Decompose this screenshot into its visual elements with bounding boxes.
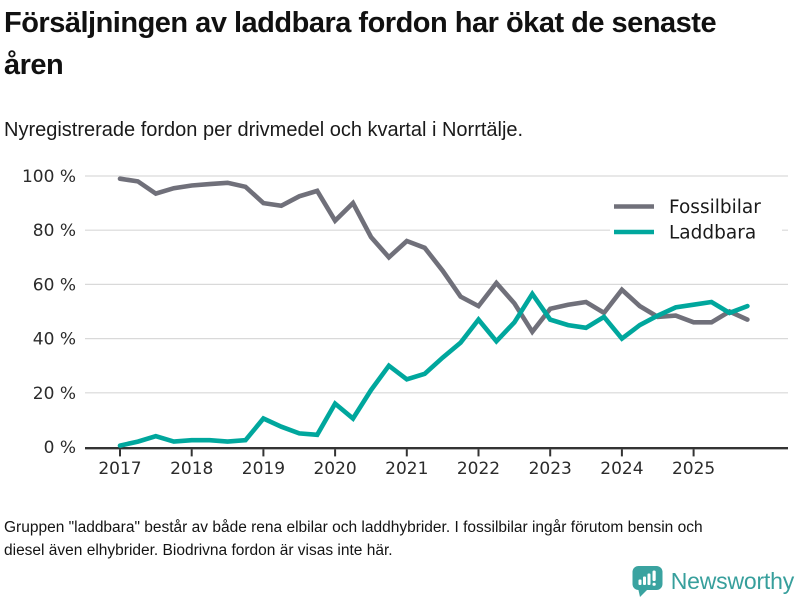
x-tick-label: 2018 [170, 459, 213, 479]
x-tick-label: 2021 [385, 459, 428, 479]
legend-label-laddbara: Laddbara [669, 223, 756, 244]
y-tick-label: 20 % [33, 384, 76, 404]
chart-subtitle: Nyregistrerade fordon per drivmedel och … [4, 119, 524, 141]
x-tick-label: 2023 [529, 459, 572, 479]
newsworthy-logo-text: Newsworthy [670, 567, 794, 594]
y-tick-label: 80 % [33, 221, 76, 241]
bar-chart-pin-icon [632, 566, 663, 597]
x-tick-label: 2020 [313, 459, 356, 479]
line-chart-canvas: 0 % 20 % 40 % 60 % 80 % 100 % 2017 2018 2019 2020… [22, 167, 788, 479]
y-tick-label: 60 % [33, 275, 76, 295]
y-tick-label: 40 % [33, 330, 76, 350]
y-tick-label: 0 % [44, 438, 76, 458]
series-line-fossilbilar [117, 176, 750, 336]
legend-label-fossilbilar: Fossilbilar [669, 197, 761, 218]
x-tick-label: 2022 [457, 459, 500, 479]
y-tick-label: 100 % [22, 167, 76, 187]
series-line-laddbara [117, 289, 750, 448]
x-tick-label: 2025 [672, 459, 715, 479]
x-tick-label: 2019 [242, 459, 285, 479]
chart-footnote: Gruppen "laddbara" består av både rena e… [4, 519, 703, 559]
legend-background [610, 190, 782, 246]
newsworthy-logo[interactable]: Newsworthy [632, 565, 794, 597]
x-tick-label: 2017 [98, 459, 141, 479]
chart-title: Försäljningen av laddbara fordon har öka… [4, 7, 717, 81]
line-chart: 0 % 20 % 40 % 60 % 80 % 100 % 2017 2018 2019 2020… [0, 160, 800, 500]
x-tick-label: 2024 [600, 459, 643, 479]
